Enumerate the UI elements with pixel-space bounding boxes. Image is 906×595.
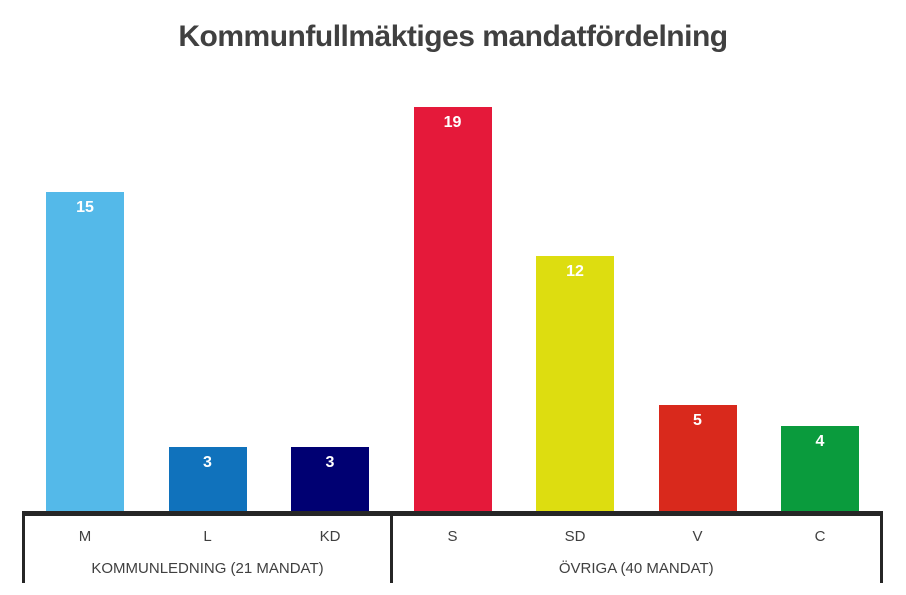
category-label-M: M [78,528,92,545]
category-label-S: S [447,528,458,545]
category-label-KD: KD [319,528,341,545]
axis-bracket-line-1 [389,511,393,583]
category-label-C: C [814,528,826,545]
bar-value-label: 4 [815,432,825,450]
axis-bracket-line-0 [22,511,26,583]
bar-value-label: 5 [693,411,702,429]
bar-value-label: 19 [443,114,462,131]
bar-M: 15 [46,192,124,511]
x-axis-line [21,511,884,516]
category-label-SD: SD [564,528,586,545]
category-label-V: V [692,528,703,545]
bar-KD: 3 [291,447,369,511]
bar-C: 4 [781,425,859,511]
bar-value-label: 12 [566,262,584,280]
category-label-L: L [203,528,212,545]
bar-value-label: 3 [325,454,335,472]
axis-bracket-line-2 [879,511,883,583]
bar-value-label: 3 [203,454,212,472]
bar-V: 5 [658,404,737,511]
group-label-1: ÖVRIGA (40 MANDAT) [558,560,714,577]
bar-value-label: 15 [76,199,94,217]
group-label-0: KOMMUNLEDNING (21 MANDAT) [91,560,324,577]
bar-SD: 12 [536,255,614,511]
bar-S: 19 [413,107,492,511]
chart-title: Kommunfullmäktiges mandatfördelning [178,20,728,53]
bar-L: 3 [168,447,247,511]
